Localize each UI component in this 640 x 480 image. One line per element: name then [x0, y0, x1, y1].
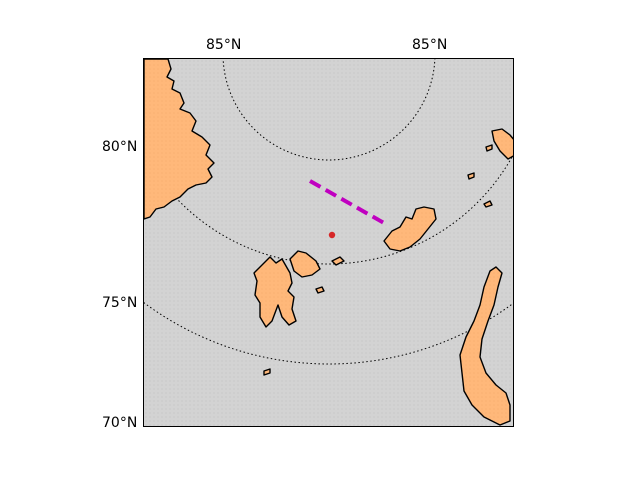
franz-josef-land: [383, 206, 437, 252]
small-island-4: [483, 200, 493, 208]
map-panel[interactable]: [143, 58, 514, 427]
left-latitude-label-70: 70°N: [102, 415, 138, 431]
location-marker: [328, 231, 336, 239]
top-latitude-label-right: 85°N: [412, 37, 448, 53]
map-canvas[interactable]: [144, 59, 514, 427]
top-latitude-label-left: 85°N: [206, 37, 242, 53]
small-island-3: [263, 368, 271, 376]
nordaustlandet-land: [289, 250, 321, 278]
novaya-zemlya-land: [459, 266, 511, 426]
svalbard-land: [253, 256, 297, 328]
small-island-6: [485, 144, 493, 152]
small-island-2: [315, 286, 325, 294]
small-island-5: [467, 172, 475, 180]
small-island-1: [331, 256, 345, 266]
greenland-land: [144, 59, 215, 220]
franz-josef-east-islets: [491, 128, 513, 160]
left-latitude-label-80: 80°N: [102, 139, 138, 155]
flight-track-line: [309, 179, 385, 225]
left-latitude-label-75: 75°N: [102, 295, 138, 311]
ocean: [144, 59, 513, 426]
